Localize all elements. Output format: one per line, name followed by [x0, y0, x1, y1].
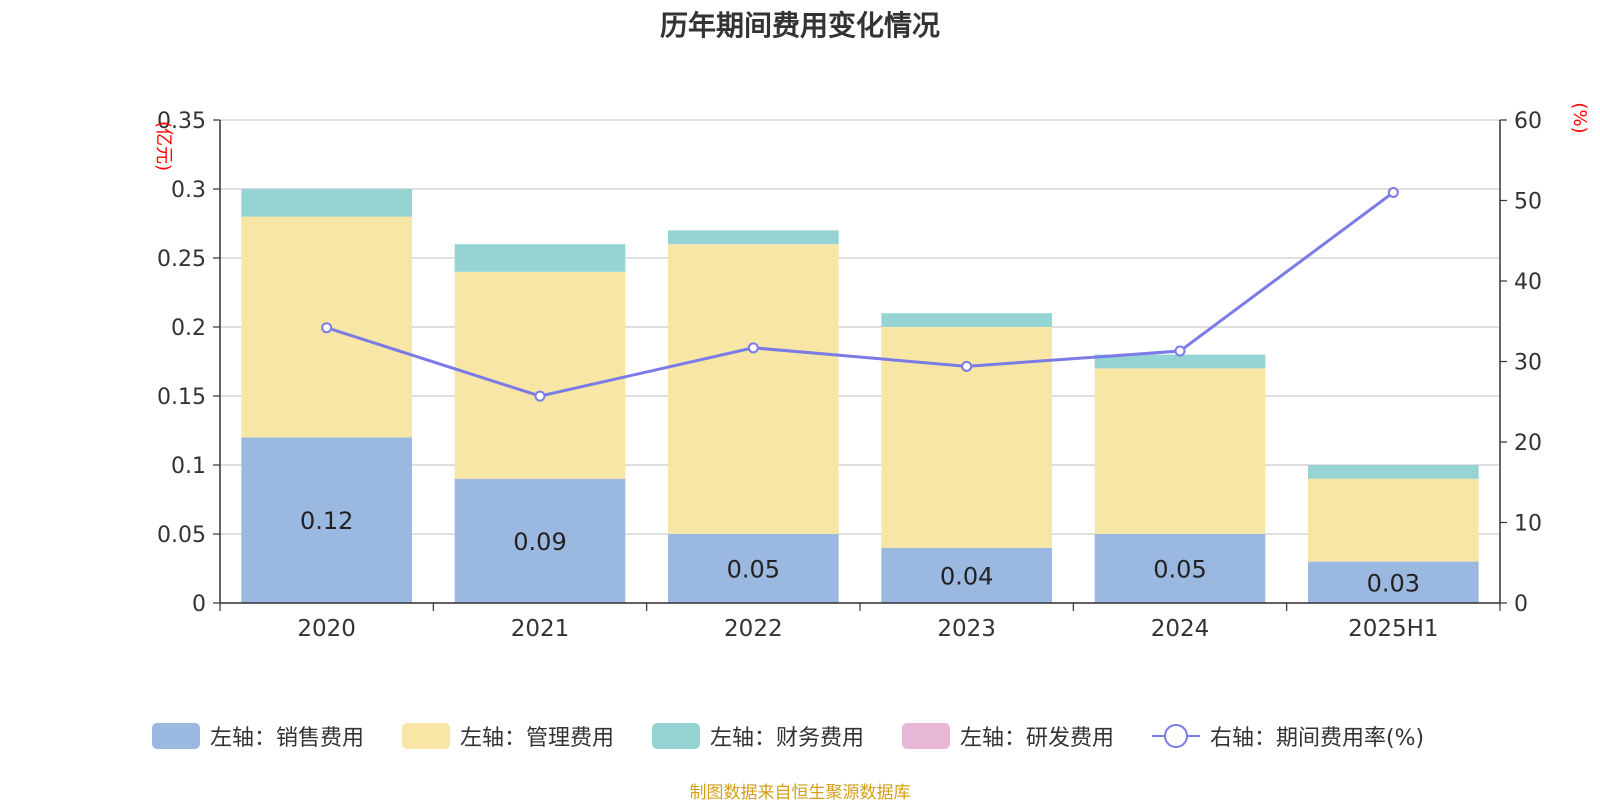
bar-segment: [668, 534, 839, 603]
legend-item-finance[interactable]: 左轴：财务费用: [652, 718, 864, 754]
x-tick-label: 2023: [937, 616, 996, 642]
legend-label-sales: 左轴：销售费用: [210, 726, 365, 751]
bar-value-label: 0.09: [513, 528, 566, 556]
bar-segment: [1094, 368, 1266, 534]
x-tick-label: 2021: [511, 616, 570, 642]
legend-label-rate: 右轴：期间费用率(%): [1210, 726, 1425, 751]
bar-value-label: 0.05: [727, 556, 780, 584]
left-tick-label: 0.3: [171, 178, 206, 203]
bar-segment: [1308, 478, 1479, 562]
left-tick-label: 0.35: [157, 109, 206, 134]
left-tick-label: 0.1: [171, 454, 206, 479]
right-tick-label: 40: [1514, 270, 1542, 295]
right-tick-label: 0: [1514, 592, 1528, 617]
left-tick-label: 0.2: [171, 316, 206, 341]
legend-item-rate[interactable]: 右轴：期间费用率(%): [1152, 718, 1424, 754]
left-axis-unit: (亿元): [153, 121, 174, 171]
right-axis-unit: (%): [1569, 102, 1590, 133]
bar-segment: [668, 230, 839, 245]
legend-label-rd: 左轴：研发费用: [960, 726, 1115, 751]
bar-segment: [454, 244, 626, 272]
legend-swatch-admin: [402, 723, 450, 749]
legend-swatch-rd: [902, 723, 950, 749]
chart-title: 历年期间费用变化情况: [659, 9, 940, 42]
rate-point: [321, 322, 333, 334]
bar-segment: [1308, 465, 1479, 479]
legend-swatch-sales: [152, 723, 200, 749]
bar-segment: [454, 478, 626, 603]
chart-legend: 左轴：销售费用 左轴：管理费用 左轴：财务费用 左轴：研发费用 右轴：期间费用率…: [0, 718, 1600, 754]
legend-item-admin[interactable]: 左轴：管理费用: [402, 718, 614, 754]
bar-value-label: 0.04: [940, 562, 993, 590]
bar-value-label: 0.12: [300, 507, 353, 535]
left-tick-label: 0.25: [157, 247, 206, 272]
rate-point: [1174, 345, 1186, 357]
right-tick-label: 20: [1514, 431, 1542, 456]
bar-segment: [1094, 354, 1266, 369]
bar-segment: [454, 271, 626, 479]
rate-point: [534, 390, 546, 402]
x-tick-label: 2020: [297, 616, 356, 642]
legend-item-sales[interactable]: 左轴：销售费用: [152, 718, 364, 754]
rate-point: [747, 342, 759, 354]
legend-item-rd[interactable]: 左轴：研发费用: [902, 718, 1114, 754]
left-tick-label: 0: [192, 592, 206, 617]
right-tick-label: 10: [1514, 512, 1542, 537]
legend-label-finance: 左轴：财务费用: [710, 726, 865, 751]
x-tick-label: 2024: [1151, 616, 1210, 642]
bar-segment: [668, 244, 839, 534]
bar-value-label: 0.05: [1153, 556, 1206, 584]
legend-label-admin: 左轴：管理费用: [460, 726, 615, 751]
right-tick-label: 60: [1514, 109, 1542, 134]
bar-segment: [241, 189, 412, 217]
legend-line-marker: [1152, 723, 1200, 749]
rate-point: [1387, 186, 1399, 198]
legend-swatch-finance: [652, 723, 700, 749]
x-tick-label: 2022: [724, 616, 783, 642]
left-tick-label: 0.15: [157, 385, 206, 410]
bar-segment: [241, 437, 412, 603]
right-tick-label: 30: [1514, 351, 1542, 376]
source-note: 制图数据来自恒生聚源数据库: [689, 783, 911, 803]
rate-point: [961, 360, 973, 372]
bar-segment: [881, 313, 1052, 327]
bar-segment: [881, 547, 1052, 603]
bar-segment: [1308, 561, 1479, 603]
right-tick-label: 50: [1514, 190, 1542, 215]
rate-line: [326, 191, 1395, 398]
bar-value-label: 0.03: [1367, 569, 1420, 597]
bar-segment: [1094, 534, 1266, 603]
x-tick-label: 2025H1: [1348, 616, 1438, 642]
left-tick-label: 0.05: [157, 523, 206, 548]
